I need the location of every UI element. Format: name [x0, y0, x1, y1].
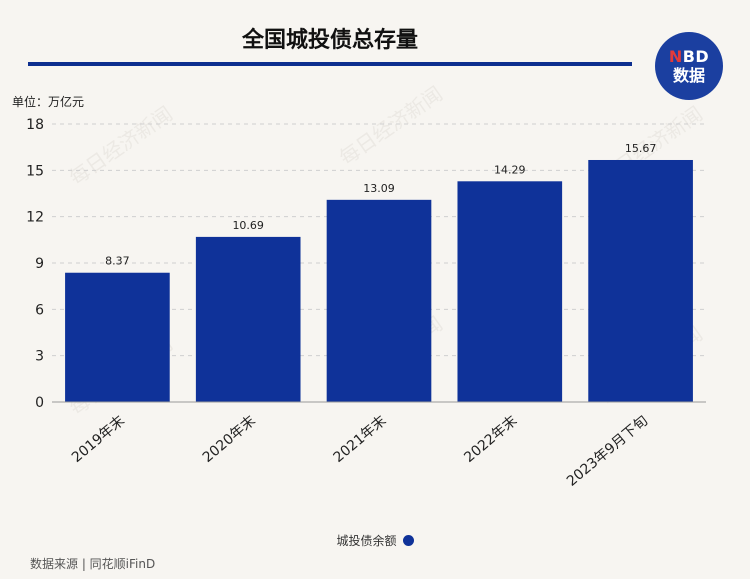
y-tick-label: 18 [26, 117, 44, 133]
source-note: 数据来源 | 同花顺iFinD [30, 557, 156, 571]
bar-value-label: 13.09 [363, 182, 395, 195]
bar [457, 181, 563, 402]
x-axis-ticks: 2019年末 2020年末 2021年末 2022年末 2023年9月下旬 [69, 413, 651, 490]
chart-title: 全国城投债总存量 [241, 28, 418, 53]
bar-value-label: 8.37 [105, 255, 130, 268]
x-tick-label: 2023年9月下旬 [564, 413, 651, 490]
y-tick-label: 3 [35, 349, 44, 365]
legend-swatch [402, 535, 414, 546]
y-tick-label: 12 [26, 210, 44, 226]
data-labels: 8.37 10.69 13.09 14.29 15.67 [105, 142, 656, 268]
y-tick-label: 15 [26, 163, 44, 179]
title-underline [28, 62, 632, 66]
legend: 城投债余额 [0, 532, 750, 549]
bar-value-label: 10.69 [232, 219, 264, 232]
y-tick-label: 0 [35, 395, 44, 411]
nbd-data-logo: NBD 数据 [655, 32, 723, 100]
y-axis-ticks: 0 3 6 9 12 15 18 [26, 117, 44, 411]
bars [65, 159, 693, 402]
y-axis-unit-label: 单位：万亿元 [12, 95, 85, 109]
x-tick-label: 2021年末 [331, 413, 390, 466]
logo-data-text: 数据 [672, 65, 705, 85]
logo-nbd-text: NBD [668, 46, 710, 66]
bar [65, 272, 170, 402]
bar [195, 236, 301, 402]
y-tick-label: 6 [35, 302, 44, 318]
bar-value-label: 14.29 [494, 163, 526, 176]
x-tick-label: 2019年末 [69, 413, 128, 466]
bar [588, 159, 693, 402]
y-tick-label: 9 [35, 256, 44, 272]
bar [326, 199, 432, 402]
bar-value-label: 15.67 [625, 142, 657, 155]
x-tick-label: 2022年末 [461, 413, 520, 466]
x-tick-label: 2020年末 [200, 413, 259, 466]
legend-label: 城投债余额 [336, 534, 397, 548]
